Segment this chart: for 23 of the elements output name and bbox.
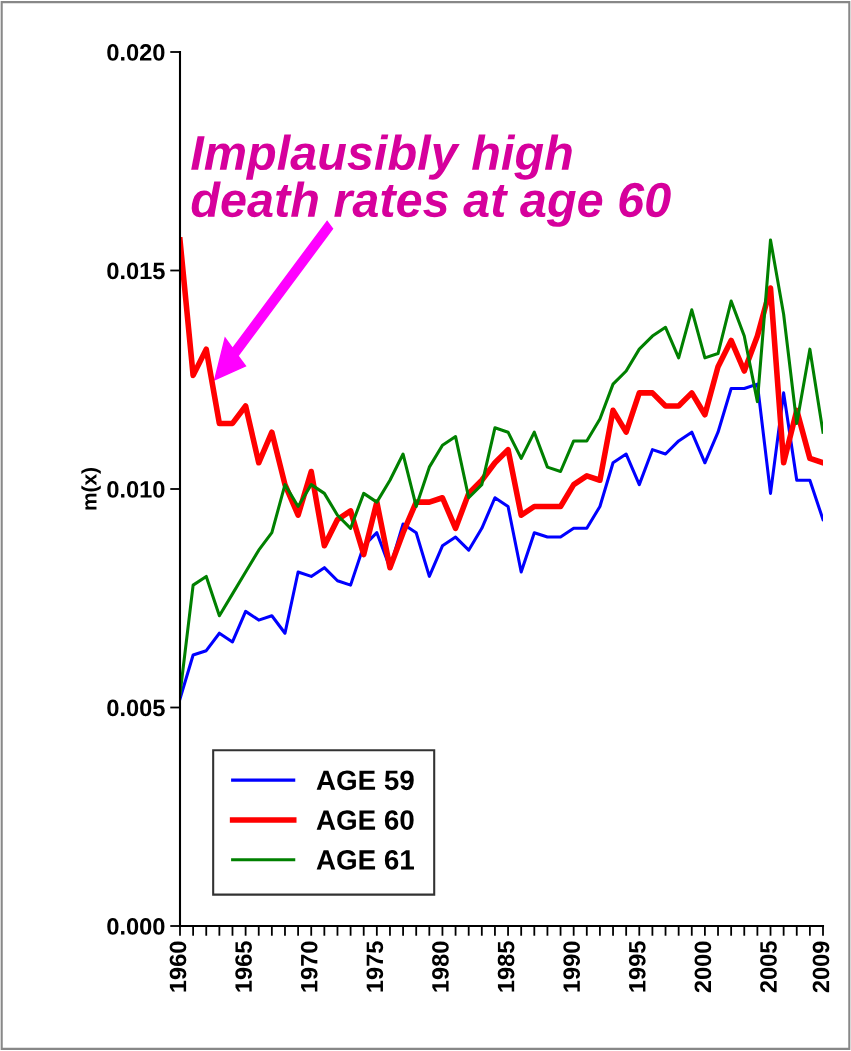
x-tick-label: 1975 [366,941,384,992]
y-tick-label: 0.005 [107,699,165,717]
x-tick-label: 2005 [760,941,777,993]
x-tick-label: 2000 [694,941,712,993]
legend-label: AGE 61 [316,850,414,870]
legend-label: AGE 59 [316,770,414,791]
y-tick-label: 0.010 [107,481,165,498]
x-tick-label: 1960 [169,941,187,992]
line-series [180,238,823,696]
x-tick-label: 1965 [235,941,252,992]
x-tick-label: 1970 [300,941,318,992]
x-tick-label: 1990 [563,941,581,992]
annotation: Implausibly high death rates at age 60 [191,134,671,227]
x-tick-label: 1995 [628,941,646,992]
x-tick-label: 2009 [812,941,830,993]
x-tick-label: 1980 [432,941,449,992]
legend-label: AGE 60 [316,810,414,830]
y-axis-title: m(x) [81,468,101,510]
y-tick-label: 0.020 [107,44,165,61]
x-tick-label: 1985 [497,941,515,992]
y-tick-label: 0.000 [107,918,165,935]
line-series [180,382,823,701]
y-tick-label: 0.015 [107,262,165,280]
